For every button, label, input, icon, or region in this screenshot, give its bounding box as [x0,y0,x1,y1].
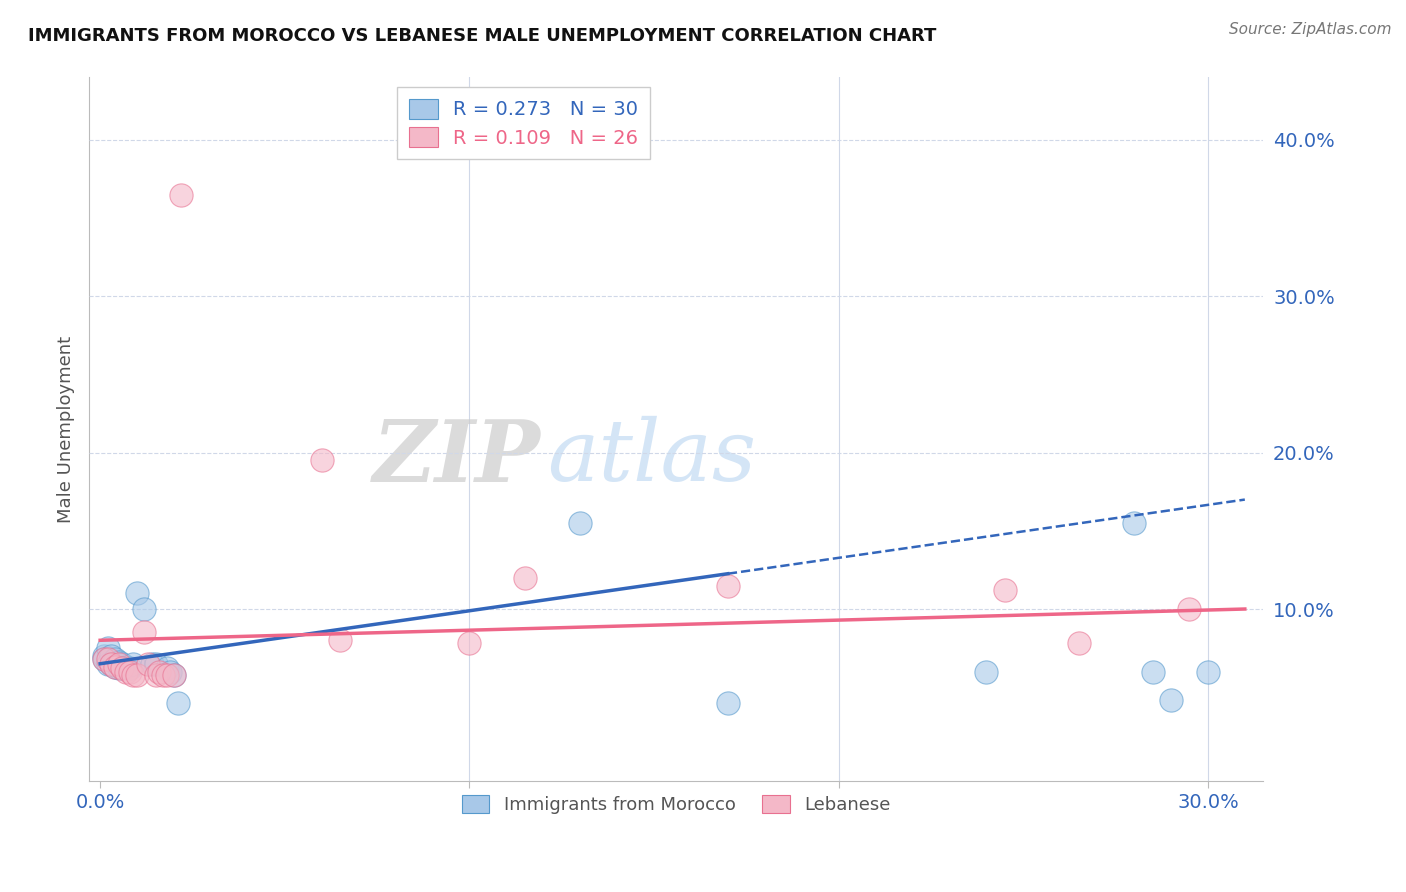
Point [156,667,179,681]
Point [111,657,134,671]
Point [96,657,118,671]
Point [994,583,1017,598]
Point [104,660,127,674]
Point [125,586,148,600]
Point [96,652,118,666]
Point [159,665,181,679]
Point [717,578,740,592]
Point [1197,665,1219,679]
Point [1142,665,1164,679]
Point [100,657,122,671]
Point [100,657,122,671]
Point [1178,602,1201,616]
Point [141,657,163,671]
Point [1067,636,1090,650]
Point [976,665,998,679]
Point [104,652,127,666]
Point [118,665,141,679]
Point [118,661,141,675]
Point [134,602,156,616]
Point [163,667,186,681]
Point [115,665,138,679]
Point [125,667,148,681]
Text: Source: ZipAtlas.com: Source: ZipAtlas.com [1229,22,1392,37]
Point [311,453,333,467]
Point [145,667,167,681]
Point [100,648,122,663]
Point [107,661,129,675]
Text: IMMIGRANTS FROM MOROCCO VS LEBANESE MALE UNEMPLOYMENT CORRELATION CHART: IMMIGRANTS FROM MOROCCO VS LEBANESE MALE… [28,27,936,45]
Point [93,652,115,666]
Y-axis label: Male Unemployment: Male Unemployment [58,335,75,523]
Point [111,661,134,675]
Point [115,660,138,674]
Point [1123,516,1146,530]
Point [1160,692,1182,706]
Point [170,187,193,202]
Point [717,696,740,710]
Point [111,661,134,675]
Point [166,696,188,710]
Point [96,641,118,656]
Point [93,648,115,663]
Point [163,667,186,681]
Point [107,655,129,669]
Point [136,657,159,671]
Point [134,625,156,640]
Point [152,667,174,681]
Legend: Immigrants from Morocco, Lebanese: Immigrants from Morocco, Lebanese [451,784,901,825]
Point [122,667,145,681]
Point [93,652,115,666]
Point [458,636,481,650]
Point [107,657,129,671]
Point [569,516,592,530]
Point [513,571,536,585]
Text: atlas: atlas [547,416,756,499]
Point [122,657,145,671]
Text: ZIP: ZIP [373,416,541,500]
Point [145,657,167,671]
Point [148,665,170,679]
Point [329,633,352,648]
Point [156,661,179,675]
Point [104,660,127,674]
